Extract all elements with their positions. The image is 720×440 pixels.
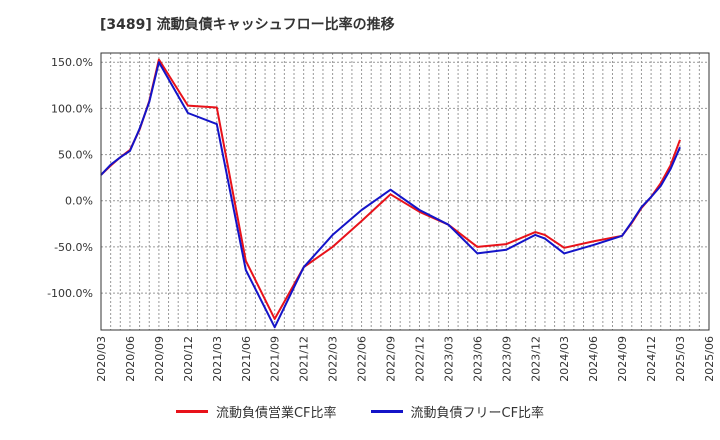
legend-item-free-cf: 流動負債フリーCF比率 [370, 402, 545, 421]
x-tick-label: 2020/03 [95, 336, 108, 382]
series-lines [100, 58, 681, 329]
x-axis-labels: 2020/03 2020/06 2020/09 2020/12 2021/03 2021/… [95, 336, 716, 382]
x-tick-label: 2025/03 [674, 336, 687, 382]
plot-frame [100, 52, 710, 331]
grid-lines [100, 53, 710, 330]
x-tick-label: 2020/06 [124, 336, 137, 382]
legend-label-operating-cf: 流動負債営業CF比率 [215, 406, 337, 421]
y-tick-label: 0.0% [65, 195, 93, 208]
x-tick-label: 2020/12 [182, 336, 195, 382]
x-tick-label: 2025/06 [703, 336, 716, 382]
y-tick-label: 50.0% [58, 149, 93, 162]
chart-title: [3489] 流動負債キャッシュフロー比率の推移 [100, 17, 395, 33]
x-tick-label: 2022/12 [413, 336, 426, 382]
x-tick-label: 2023/09 [500, 336, 513, 382]
x-tick-label: 2022/09 [385, 336, 398, 382]
x-tick-label: 2023/12 [529, 336, 542, 382]
x-tick-label: 2021/12 [298, 336, 311, 382]
series-line-free-cf [100, 61, 681, 329]
x-tick-label: 2020/09 [153, 336, 166, 382]
x-tick-label: 2024/03 [558, 336, 571, 382]
x-tick-label: 2023/06 [471, 336, 484, 382]
legend-swatch-operating-cf [175, 410, 208, 413]
x-tick-label: 2022/03 [327, 336, 340, 382]
x-tick-label: 2024/09 [616, 336, 629, 382]
legend-swatch-free-cf [370, 410, 403, 413]
y-tick-label: -100.0% [47, 287, 93, 300]
x-tick-label: 2024/12 [645, 336, 658, 382]
x-tick-label: 2023/03 [442, 336, 455, 382]
x-tick-label: 2024/06 [587, 336, 600, 382]
y-tick-label: -50.0% [54, 241, 93, 254]
x-tick-label: 2022/06 [356, 336, 369, 382]
legend: 流動負債営業CF比率 流動負債フリーCF比率 [0, 402, 720, 421]
y-axis-labels: 150.0% 100.0% 50.0% 0.0% -50.0% -100.0% [47, 56, 93, 300]
x-tick-label: 2021/06 [240, 336, 253, 382]
y-tick-label: 150.0% [51, 56, 93, 69]
y-tick-label: 100.0% [51, 102, 93, 115]
x-tick-label: 2021/09 [269, 336, 282, 382]
legend-item-operating-cf: 流動負債営業CF比率 [175, 402, 337, 421]
x-tick-label: 2021/03 [211, 336, 224, 382]
legend-label-free-cf: 流動負債フリーCF比率 [410, 406, 545, 421]
